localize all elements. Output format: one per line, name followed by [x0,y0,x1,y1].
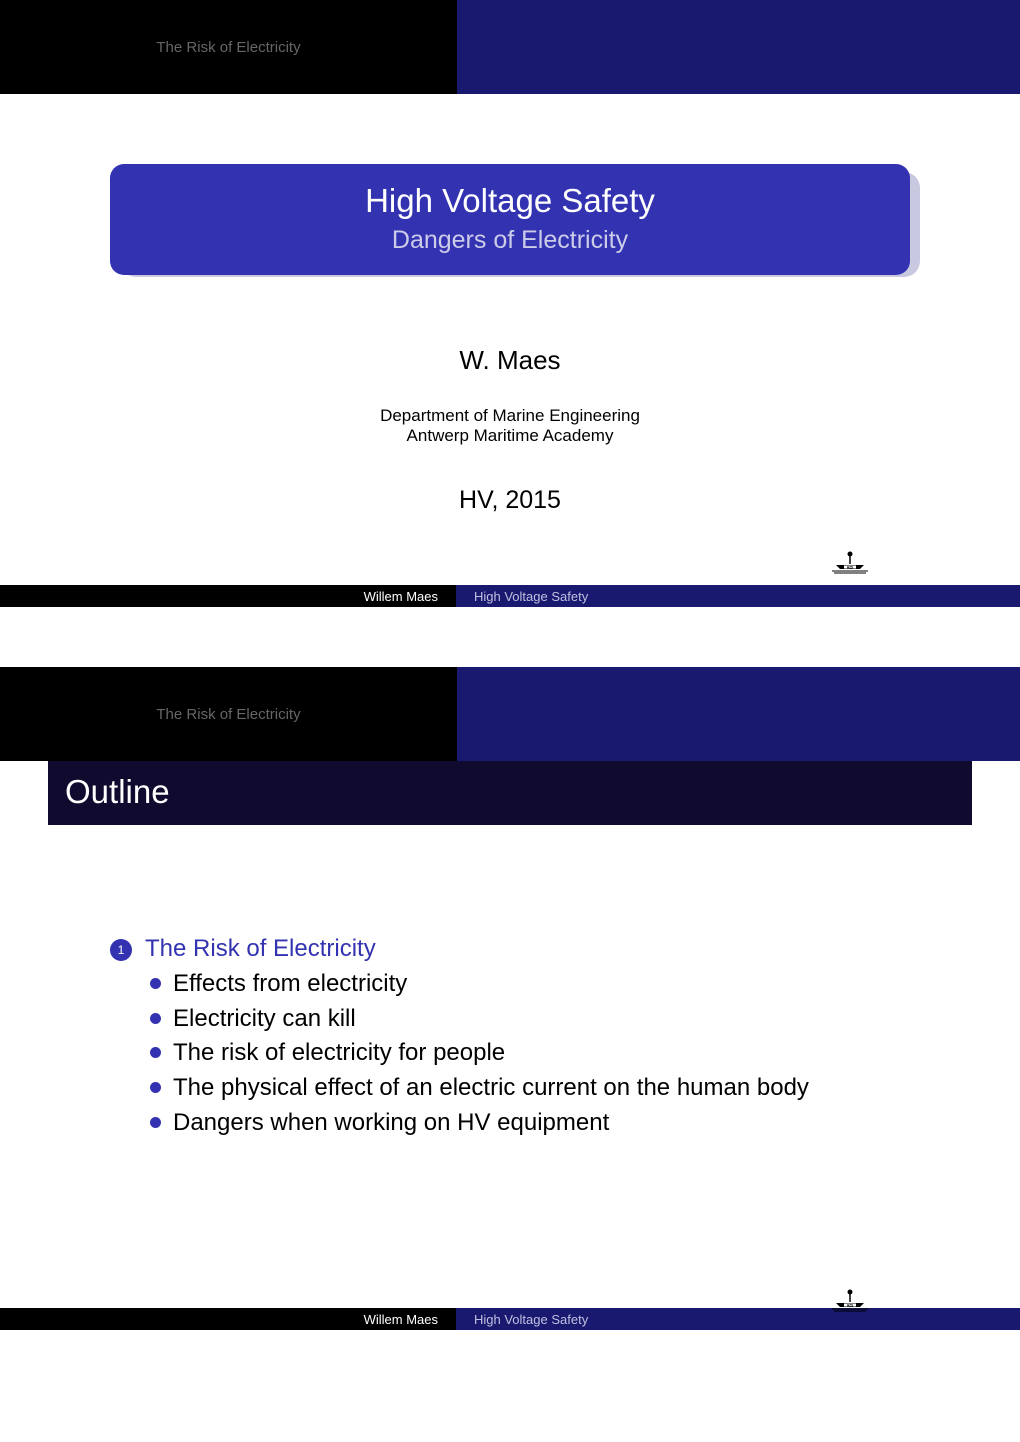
date-block: HV, 2015 [0,486,1020,515]
logo-icon: HZS [830,1288,870,1312]
outline-sub-label: Dangers when working on HV equipment [173,1107,609,1139]
slide-gap [0,637,1020,667]
dot-bullet-icon [150,1082,161,1093]
outline-sub-item: Effects from electricity [150,968,930,1000]
top-nav: The Risk of Electricity [0,667,1020,761]
title-block-wrapper: High Voltage Safety Dangers of Electrici… [0,94,1020,275]
outline-sub-item: Electricity can kill [150,1003,930,1035]
department-line-2: Antwerp Maritime Academy [0,426,1020,446]
author-name: W. Maes [0,345,1020,376]
top-nav-right [457,0,1020,94]
department-line-1: Department of Marine Engineering [0,406,1020,426]
author-block: W. Maes [0,345,1020,376]
footer-title: High Voltage Safety [474,589,588,604]
top-nav: The Risk of Electricity [0,0,1020,94]
outline-sub-label: The risk of electricity for people [173,1037,505,1069]
section-header-bg [48,761,972,825]
top-nav-right [457,667,1020,761]
outline-sub-label: The physical effect of an electric curre… [173,1072,809,1104]
presentation-title: High Voltage Safety [110,182,910,220]
logo-text: HZS [847,1304,853,1308]
outline-sub-item: The physical effect of an electric curre… [150,1072,930,1104]
slide-outline: The Risk of Electricity Outline 1 The Ri… [0,667,1020,1360]
outline-sub-label: Electricity can kill [173,1003,356,1035]
department-block: Department of Marine Engineering Antwerp… [0,406,1020,446]
dot-bullet-icon [150,1117,161,1128]
presentation-subtitle: Dangers of Electricity [110,226,910,255]
footer-author: Willem Maes [364,1312,438,1327]
footer-left: Willem Maes [0,1308,456,1330]
slide-title: The Risk of Electricity High Voltage Saf… [0,0,1020,637]
section-header: Outline [0,761,1020,825]
outline-main-label: The Risk of Electricity [145,935,376,963]
footer-right: High Voltage Safety [456,1308,1020,1330]
outline-sub-list: Effects from electricity Electricity can… [150,968,930,1138]
top-nav-left: The Risk of Electricity [0,667,457,761]
outline-sub-label: Effects from electricity [173,968,407,1000]
outline-item: 1 The Risk of Electricity [110,935,930,963]
footer-left: Willem Maes [0,585,456,607]
logo-text: HZS [847,566,853,570]
dot-bullet-icon [150,1047,161,1058]
top-nav-left: The Risk of Electricity [0,0,457,94]
footer-title: High Voltage Safety [474,1312,588,1327]
number-bullet-icon: 1 [110,939,132,961]
outline-sub-item: The risk of electricity for people [150,1037,930,1069]
nav-section-label: The Risk of Electricity [156,706,300,723]
title-block: High Voltage Safety Dangers of Electrici… [110,164,910,275]
outline-content: 1 The Risk of Electricity Effects from e… [0,825,1020,1138]
dot-bullet-icon [150,978,161,989]
footer-author: Willem Maes [364,589,438,604]
outline-sub-item: Dangers when working on HV equipment [150,1107,930,1139]
nav-section-label: The Risk of Electricity [156,39,300,56]
footer-bar: Willem Maes High Voltage Safety [0,585,1020,607]
dot-bullet-icon [150,1013,161,1024]
section-title: Outline [65,773,170,811]
outline-list: 1 The Risk of Electricity [110,935,930,963]
logo-icon: HZS [830,550,870,574]
footer-right: High Voltage Safety [456,585,1020,607]
